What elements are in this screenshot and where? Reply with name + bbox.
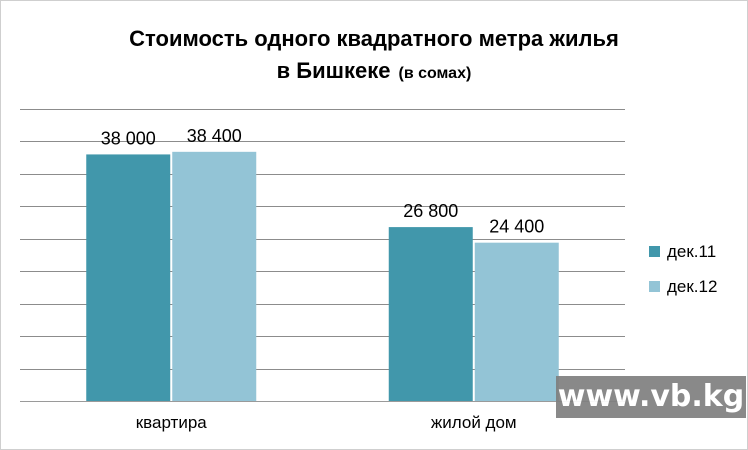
bar <box>388 227 473 401</box>
bar <box>474 242 559 401</box>
legend-swatch <box>649 281 660 292</box>
legend-label: дек.11 <box>667 242 716 261</box>
category-label: жилой дом <box>431 413 517 432</box>
legend: дек.11 дек.12 <box>649 242 717 296</box>
chart-title-main: в Бишкеке <box>277 58 391 83</box>
category-labels: квартира жилой дом <box>136 413 517 432</box>
data-label: 38 400 <box>187 126 242 146</box>
chart-title-line1: Стоимость одного квадратного метра жилья <box>129 26 619 51</box>
data-labels: 38 000 38 400 26 800 24 400 <box>101 126 545 237</box>
chart-title-line2: в Бишкеке (в сомах) <box>277 58 472 83</box>
watermark: www.vb.kg <box>556 376 746 418</box>
legend-label: дек.12 <box>667 277 717 296</box>
bar <box>172 151 257 401</box>
bars <box>86 151 559 401</box>
data-label: 26 800 <box>403 201 458 221</box>
chart-title-unit: (в сомах) <box>398 65 471 82</box>
data-label: 24 400 <box>489 217 544 237</box>
bar <box>86 154 171 401</box>
data-label: 38 000 <box>101 128 156 148</box>
category-label: квартира <box>136 413 208 432</box>
legend-swatch <box>649 246 660 257</box>
